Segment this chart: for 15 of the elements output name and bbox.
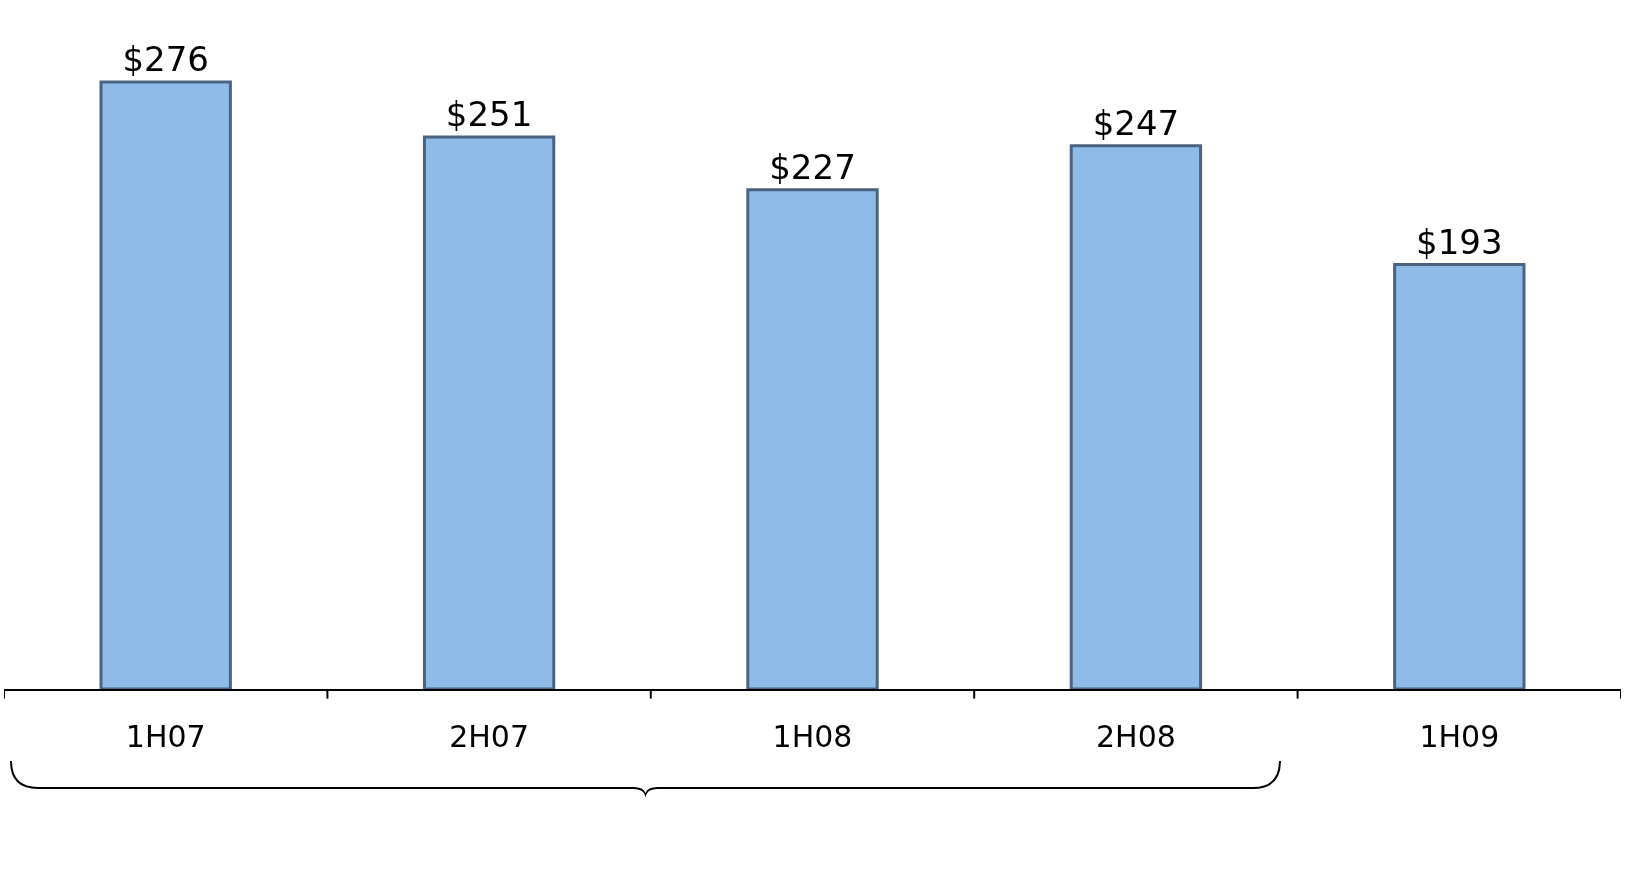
x-tick-label: 1H07 (125, 719, 206, 754)
bar (1069, 144, 1203, 689)
x-tick-label: 1H08 (772, 719, 853, 754)
bar (1393, 263, 1526, 689)
x-tick-label: 1H09 (1419, 719, 1500, 754)
data-label: $247 (1092, 102, 1180, 143)
data-label: $227 (769, 146, 856, 187)
x-tick-label: 2H07 (449, 719, 530, 754)
x-tick-label: 2H08 (1095, 719, 1176, 754)
bar (99, 80, 232, 689)
bar (746, 188, 879, 689)
data-label: $276 (122, 38, 209, 79)
data-label: $251 (445, 93, 533, 134)
data-label: $193 (1416, 221, 1503, 262)
bar (422, 135, 556, 689)
